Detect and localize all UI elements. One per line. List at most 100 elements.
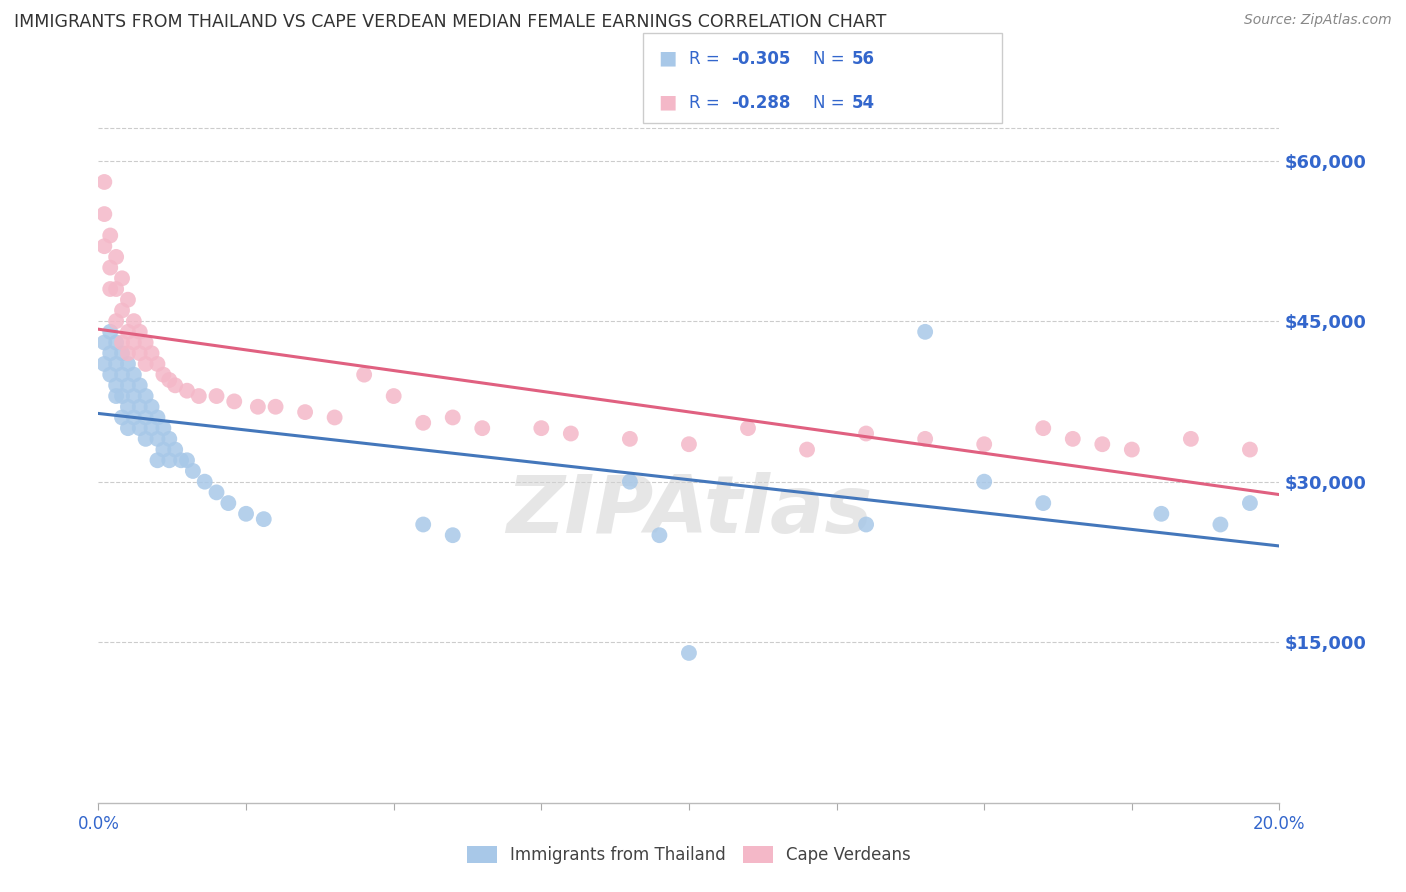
Point xyxy=(135,335,157,350)
Point xyxy=(141,421,163,435)
Point xyxy=(117,421,139,435)
Point xyxy=(146,432,169,446)
Text: N =: N = xyxy=(813,94,849,112)
Point xyxy=(217,496,239,510)
Point xyxy=(973,437,995,451)
Point xyxy=(678,437,700,451)
Text: IMMIGRANTS FROM THAILAND VS CAPE VERDEAN MEDIAN FEMALE EARNINGS CORRELATION CHAR: IMMIGRANTS FROM THAILAND VS CAPE VERDEAN… xyxy=(14,13,886,31)
Point xyxy=(1180,432,1202,446)
Point xyxy=(117,400,139,414)
Text: ZIPAtlas: ZIPAtlas xyxy=(506,472,872,549)
Point xyxy=(157,453,180,467)
Point xyxy=(323,410,346,425)
Point xyxy=(560,426,582,441)
Point xyxy=(93,239,115,253)
Point xyxy=(441,410,464,425)
Point xyxy=(176,384,198,398)
Point xyxy=(187,389,209,403)
Text: -0.305: -0.305 xyxy=(731,50,790,68)
Point xyxy=(246,400,269,414)
Point xyxy=(122,389,145,403)
Point xyxy=(135,410,157,425)
Point xyxy=(157,373,180,387)
Point xyxy=(1239,442,1261,457)
Point xyxy=(141,346,163,360)
Point xyxy=(796,442,818,457)
Point xyxy=(122,410,145,425)
Point xyxy=(619,475,641,489)
Point xyxy=(1209,517,1232,532)
Point xyxy=(105,282,128,296)
Point xyxy=(111,346,134,360)
Point xyxy=(93,175,115,189)
Point xyxy=(128,346,150,360)
Point xyxy=(1150,507,1173,521)
Point xyxy=(412,517,434,532)
Text: 54: 54 xyxy=(852,94,875,112)
Point xyxy=(224,394,246,409)
Point xyxy=(441,528,464,542)
Point xyxy=(648,528,671,542)
Point xyxy=(98,325,121,339)
Point xyxy=(1121,442,1143,457)
Point xyxy=(122,368,145,382)
Point xyxy=(1032,496,1054,510)
Legend: Immigrants from Thailand, Cape Verdeans: Immigrants from Thailand, Cape Verdeans xyxy=(460,839,918,871)
Point xyxy=(855,517,877,532)
Point xyxy=(205,485,228,500)
Point xyxy=(152,442,174,457)
Point xyxy=(152,368,174,382)
Point xyxy=(111,271,134,285)
Text: ■: ■ xyxy=(658,93,676,112)
Point xyxy=(412,416,434,430)
Point xyxy=(181,464,204,478)
Point xyxy=(914,432,936,446)
Point xyxy=(135,432,157,446)
Point xyxy=(105,314,128,328)
Point xyxy=(111,410,134,425)
Point xyxy=(152,421,174,435)
Point xyxy=(111,335,134,350)
Text: 56: 56 xyxy=(852,50,875,68)
Point xyxy=(619,432,641,446)
Point xyxy=(105,378,128,392)
Point xyxy=(105,250,128,264)
Point xyxy=(111,368,134,382)
Point xyxy=(105,389,128,403)
Point xyxy=(253,512,276,526)
Point xyxy=(93,207,115,221)
Point xyxy=(135,357,157,371)
Text: N =: N = xyxy=(813,50,849,68)
Point xyxy=(128,325,150,339)
Point xyxy=(146,357,169,371)
Point xyxy=(165,378,187,392)
Point xyxy=(117,325,139,339)
Point xyxy=(235,507,257,521)
Point xyxy=(264,400,287,414)
Point xyxy=(914,325,936,339)
Point xyxy=(93,357,115,371)
Point xyxy=(1062,432,1084,446)
Point xyxy=(105,357,128,371)
Point xyxy=(93,335,115,350)
Point xyxy=(98,260,121,275)
Point xyxy=(111,389,134,403)
Point xyxy=(855,426,877,441)
Point xyxy=(170,453,193,467)
Point xyxy=(157,432,180,446)
Point xyxy=(146,453,169,467)
Text: -0.288: -0.288 xyxy=(731,94,790,112)
Text: R =: R = xyxy=(689,94,725,112)
Point xyxy=(128,421,150,435)
Point xyxy=(194,475,217,489)
Point xyxy=(98,282,121,296)
Point xyxy=(128,378,150,392)
Point xyxy=(1091,437,1114,451)
Point xyxy=(176,453,198,467)
Point xyxy=(128,400,150,414)
Point xyxy=(205,389,228,403)
Point xyxy=(117,293,139,307)
Text: R =: R = xyxy=(689,50,725,68)
Text: ■: ■ xyxy=(658,49,676,68)
Point xyxy=(471,421,494,435)
